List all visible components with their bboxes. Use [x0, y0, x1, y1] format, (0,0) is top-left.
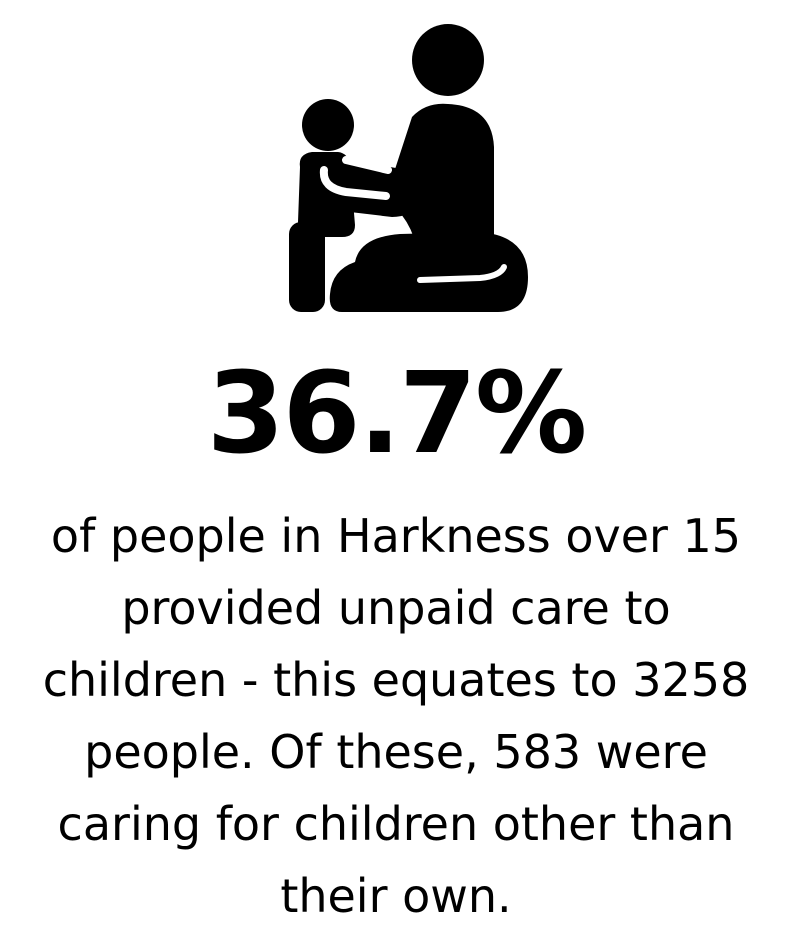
description-text: of people in Harkness over 15 provided u… [0, 500, 792, 932]
description-line: children - this equates to 3258 [42, 653, 750, 707]
description-line: people. Of these, 583 were [84, 725, 708, 779]
description-line: their own. [280, 869, 512, 923]
statistic-value: 36.7% [206, 349, 588, 479]
description-line: caring for children other than [57, 797, 735, 851]
adult-kneeling-with-child-icon [260, 22, 540, 317]
description-line: provided unpaid care to [121, 581, 671, 635]
description-line: of people in Harkness over 15 [50, 509, 742, 563]
